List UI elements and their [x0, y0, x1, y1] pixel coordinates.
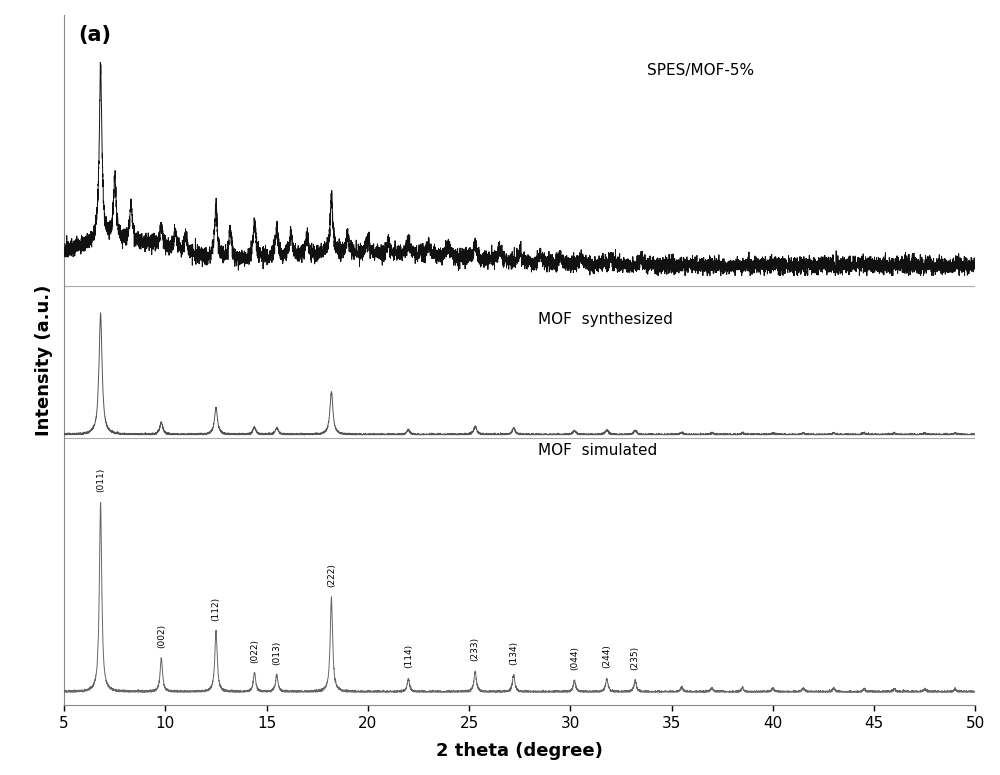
Text: (112): (112)	[211, 597, 220, 621]
Text: (233): (233)	[471, 637, 480, 661]
Text: (a): (a)	[78, 26, 111, 46]
X-axis label: 2 theta (degree): 2 theta (degree)	[436, 742, 603, 760]
Text: (002): (002)	[157, 624, 166, 648]
Text: (235): (235)	[631, 646, 640, 670]
Text: (013): (013)	[272, 640, 281, 665]
Text: MOF  simulated: MOF simulated	[538, 443, 657, 458]
Text: (114): (114)	[404, 644, 413, 669]
Text: SPES/MOF-5%: SPES/MOF-5%	[647, 64, 754, 78]
Text: (244): (244)	[602, 645, 611, 669]
Text: (044): (044)	[570, 646, 579, 670]
Text: (022): (022)	[250, 639, 259, 663]
Text: (011): (011)	[96, 468, 105, 492]
Text: (134): (134)	[509, 641, 518, 665]
Y-axis label: Intensity (a.u.): Intensity (a.u.)	[35, 284, 53, 436]
Text: MOF  synthesized: MOF synthesized	[538, 312, 673, 327]
Text: (222): (222)	[327, 563, 336, 587]
